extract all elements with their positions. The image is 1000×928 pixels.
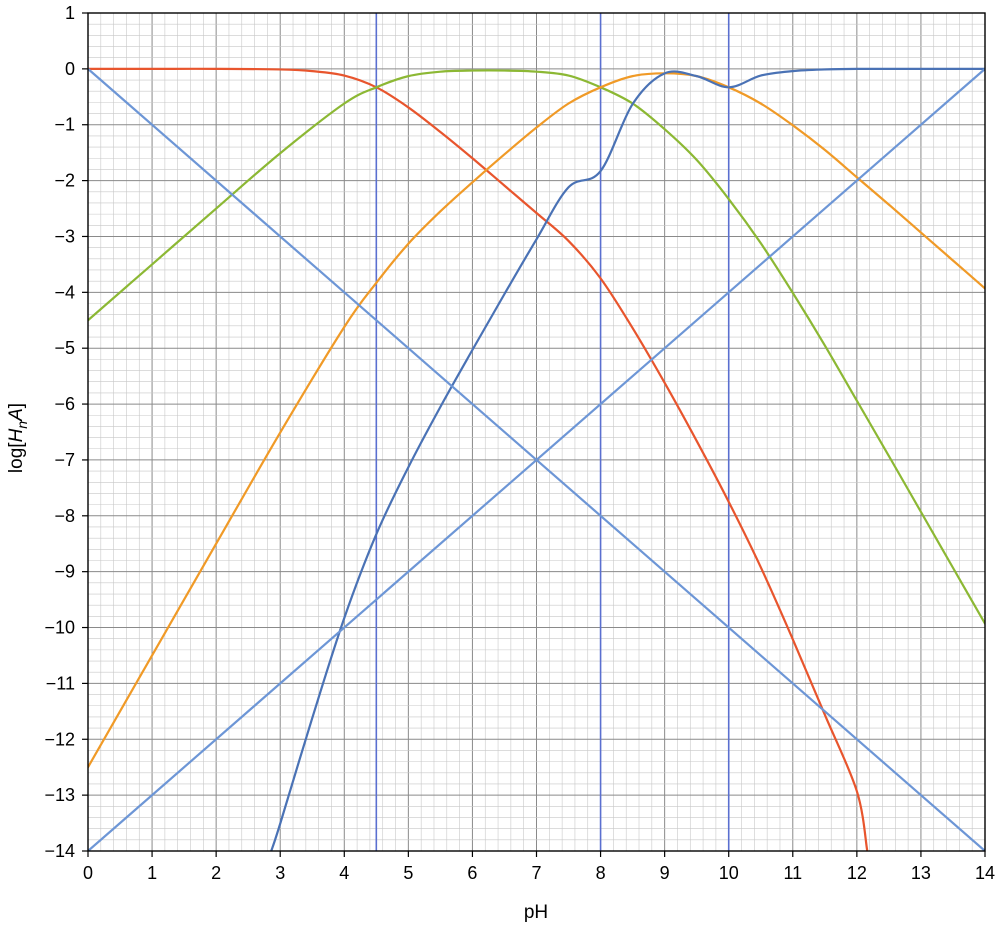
x-tick-label: 12 bbox=[847, 863, 867, 883]
y-tick-label: −9 bbox=[54, 562, 75, 582]
x-axis-title: pH bbox=[524, 902, 548, 923]
y-tick-label: −4 bbox=[54, 282, 75, 302]
x-tick-label: 14 bbox=[975, 863, 995, 883]
x-tick-label: 11 bbox=[783, 863, 802, 883]
y-tick-label: −6 bbox=[54, 394, 75, 414]
x-tick-label: 2 bbox=[211, 863, 221, 883]
grid bbox=[87, 12, 986, 852]
y-tick-label: −2 bbox=[54, 171, 75, 191]
x-tick-label: 1 bbox=[147, 863, 157, 883]
y-axis-title-prefix: log[ bbox=[6, 442, 27, 473]
series-lines bbox=[88, 67, 985, 851]
y-tick-label: 0 bbox=[65, 59, 75, 79]
y-tick-label: −5 bbox=[54, 338, 75, 358]
x-tick-label: 13 bbox=[911, 863, 931, 883]
x-tick-label: 6 bbox=[467, 863, 477, 883]
series-line-h2a bbox=[88, 69, 985, 625]
y-axis-title-subscript: n bbox=[14, 421, 30, 429]
x-tick-label: 10 bbox=[719, 863, 739, 883]
x-tick-label: 4 bbox=[339, 863, 349, 883]
y-tick-label: −12 bbox=[44, 729, 75, 749]
x-tick-label: 0 bbox=[83, 863, 93, 883]
series-line-ha bbox=[88, 72, 985, 769]
y-axis-title-suffix: ] bbox=[6, 403, 27, 408]
series-line-a bbox=[270, 67, 985, 851]
y-tick-label: −14 bbox=[44, 841, 75, 861]
x-tick-label: 3 bbox=[275, 863, 285, 883]
y-axis-title-a: A bbox=[6, 408, 27, 422]
pka-lines bbox=[375, 13, 730, 851]
x-tick-label: 8 bbox=[596, 863, 606, 883]
series-line-oh bbox=[88, 67, 985, 851]
y-tick-label: −10 bbox=[44, 618, 75, 638]
y-tick-label: −11 bbox=[46, 673, 75, 693]
y-tick-label: 1 bbox=[65, 3, 75, 23]
y-axis-title: log[HnA] bbox=[6, 403, 30, 473]
x-tick-label: 9 bbox=[660, 863, 670, 883]
y-tick-label: −1 bbox=[54, 115, 75, 135]
x-tick-label: 7 bbox=[531, 863, 541, 883]
y-tick-label: −7 bbox=[54, 450, 75, 470]
x-axis-ticks: 0 1 2 3 4 5 6 7 8 9 10 11 12 13 14 bbox=[83, 851, 995, 883]
y-tick-label: −13 bbox=[44, 785, 75, 805]
series-line-h3a bbox=[88, 67, 869, 851]
y-tick-label: −3 bbox=[54, 226, 75, 246]
y-axis-ticks: 1 0 −1 −2 −3 −4 −5 −6 −7 −8 −9 −10 −11 −12 −13 −14 bbox=[44, 3, 88, 861]
y-tick-label: −8 bbox=[54, 506, 75, 526]
y-axis-title-h: H bbox=[6, 428, 27, 442]
x-tick-label: 5 bbox=[403, 863, 413, 883]
